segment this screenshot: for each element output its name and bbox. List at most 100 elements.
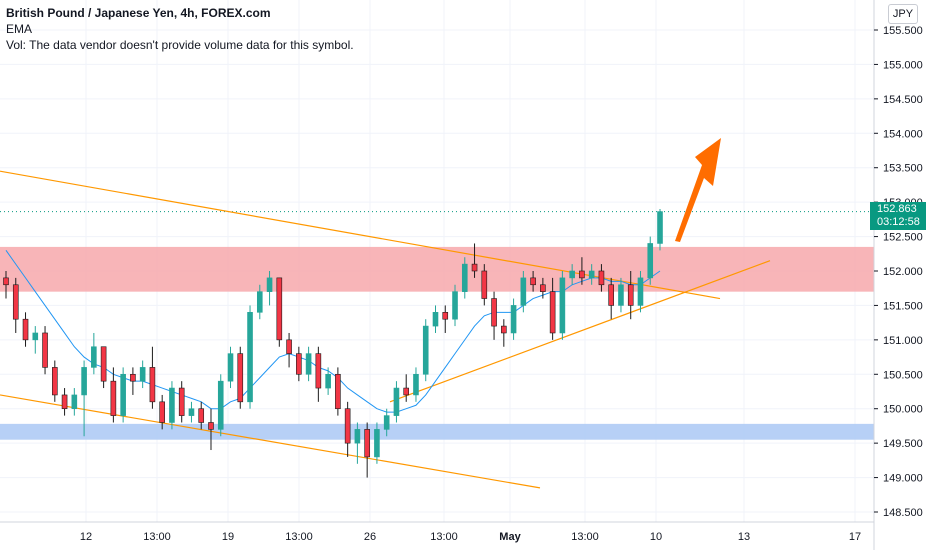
candle[interactable] [540,277,546,299]
candle[interactable] [208,408,214,451]
candle-body [139,367,146,382]
candle[interactable] [374,422,380,464]
current-price-value: 152.863 [877,203,917,215]
candle[interactable] [510,298,517,340]
candle-body [61,394,68,410]
candle-body [178,387,185,416]
candle-body [227,353,234,382]
candle[interactable] [383,408,390,437]
candle[interactable] [579,257,585,285]
candle[interactable] [3,271,9,299]
time-tick-label: 17 [849,531,861,543]
candle[interactable] [393,381,400,423]
candle[interactable] [471,243,478,278]
candle[interactable] [188,401,195,423]
candle[interactable] [81,360,87,437]
candle-body [159,401,165,423]
candle-body [315,353,322,389]
candle[interactable] [52,360,58,402]
bar-countdown: 03:12:58 [877,216,920,228]
candle[interactable] [110,367,117,423]
candle[interactable] [227,346,234,389]
candle[interactable] [354,422,361,464]
candle[interactable] [627,271,634,320]
symbol-title[interactable]: British Pound / Japanese Yen, 4h, FOREX.… [6,6,271,20]
candle[interactable] [286,332,292,368]
candle[interactable] [598,264,605,292]
candle[interactable] [12,277,19,333]
candle[interactable] [657,209,663,251]
candle[interactable] [91,332,97,375]
candle[interactable] [335,367,341,416]
candle[interactable] [647,236,654,285]
candle[interactable] [276,277,283,347]
candle-body [237,353,244,403]
candle[interactable] [608,277,614,320]
candle-body [549,291,556,334]
candle[interactable] [461,257,468,299]
candle[interactable] [432,305,439,333]
candle[interactable] [520,271,527,313]
candle[interactable] [618,277,624,313]
candle-body [393,387,400,416]
volume-note: Vol: The data vendor doesn't provide vol… [6,38,354,52]
candle[interactable] [217,374,224,437]
candle[interactable] [364,422,370,478]
candle[interactable] [159,394,165,430]
candle[interactable] [413,367,419,402]
candle[interactable] [501,319,507,347]
candle-body [169,387,175,423]
candle[interactable] [491,291,497,340]
time-tick-label: 10 [650,531,662,543]
trendline-ascending[interactable] [389,260,771,403]
candle[interactable] [344,401,351,457]
candle[interactable] [305,346,312,382]
currency-button[interactable]: JPY [888,4,918,24]
candle-body [491,298,497,327]
candle[interactable] [481,264,488,306]
candle-body [100,346,107,382]
candle-body [422,325,429,375]
candle[interactable] [169,381,175,430]
candle[interactable] [325,367,331,395]
candle[interactable] [315,346,322,402]
candle[interactable] [403,374,410,402]
candle[interactable] [120,367,126,423]
candle[interactable] [452,284,458,327]
candle[interactable] [266,271,273,306]
candle[interactable] [32,326,39,354]
candle[interactable] [237,346,244,409]
candle[interactable] [422,319,429,382]
time-tick-label: May [499,531,521,543]
candle[interactable] [42,326,48,375]
candle[interactable] [149,346,156,409]
bullish-arrow [675,138,721,242]
candle[interactable] [130,367,136,395]
candle[interactable] [256,284,263,320]
candle-body [627,284,634,306]
candle[interactable] [100,346,107,389]
price-tick-label: 155.500 [883,25,923,37]
candle[interactable] [549,277,556,340]
candle[interactable] [530,271,536,292]
candle[interactable] [588,264,595,285]
price-tick-label: 154.000 [883,128,923,140]
candle-body [247,312,253,403]
candle[interactable] [198,401,205,430]
time-tick-label: 13:00 [571,531,599,543]
candle[interactable] [139,360,146,389]
candle[interactable] [61,388,68,416]
candle[interactable] [247,305,253,409]
candle[interactable] [569,264,575,285]
candle[interactable] [637,271,644,313]
candle[interactable] [22,312,29,347]
indicator-label[interactable]: EMA [6,22,33,36]
candle-body [647,243,654,279]
candle[interactable] [442,305,449,333]
candle[interactable] [296,346,302,382]
candle[interactable] [559,271,566,340]
trendline-lower-descending[interactable] [0,394,541,489]
candle[interactable] [178,381,185,423]
candle[interactable] [71,388,78,416]
